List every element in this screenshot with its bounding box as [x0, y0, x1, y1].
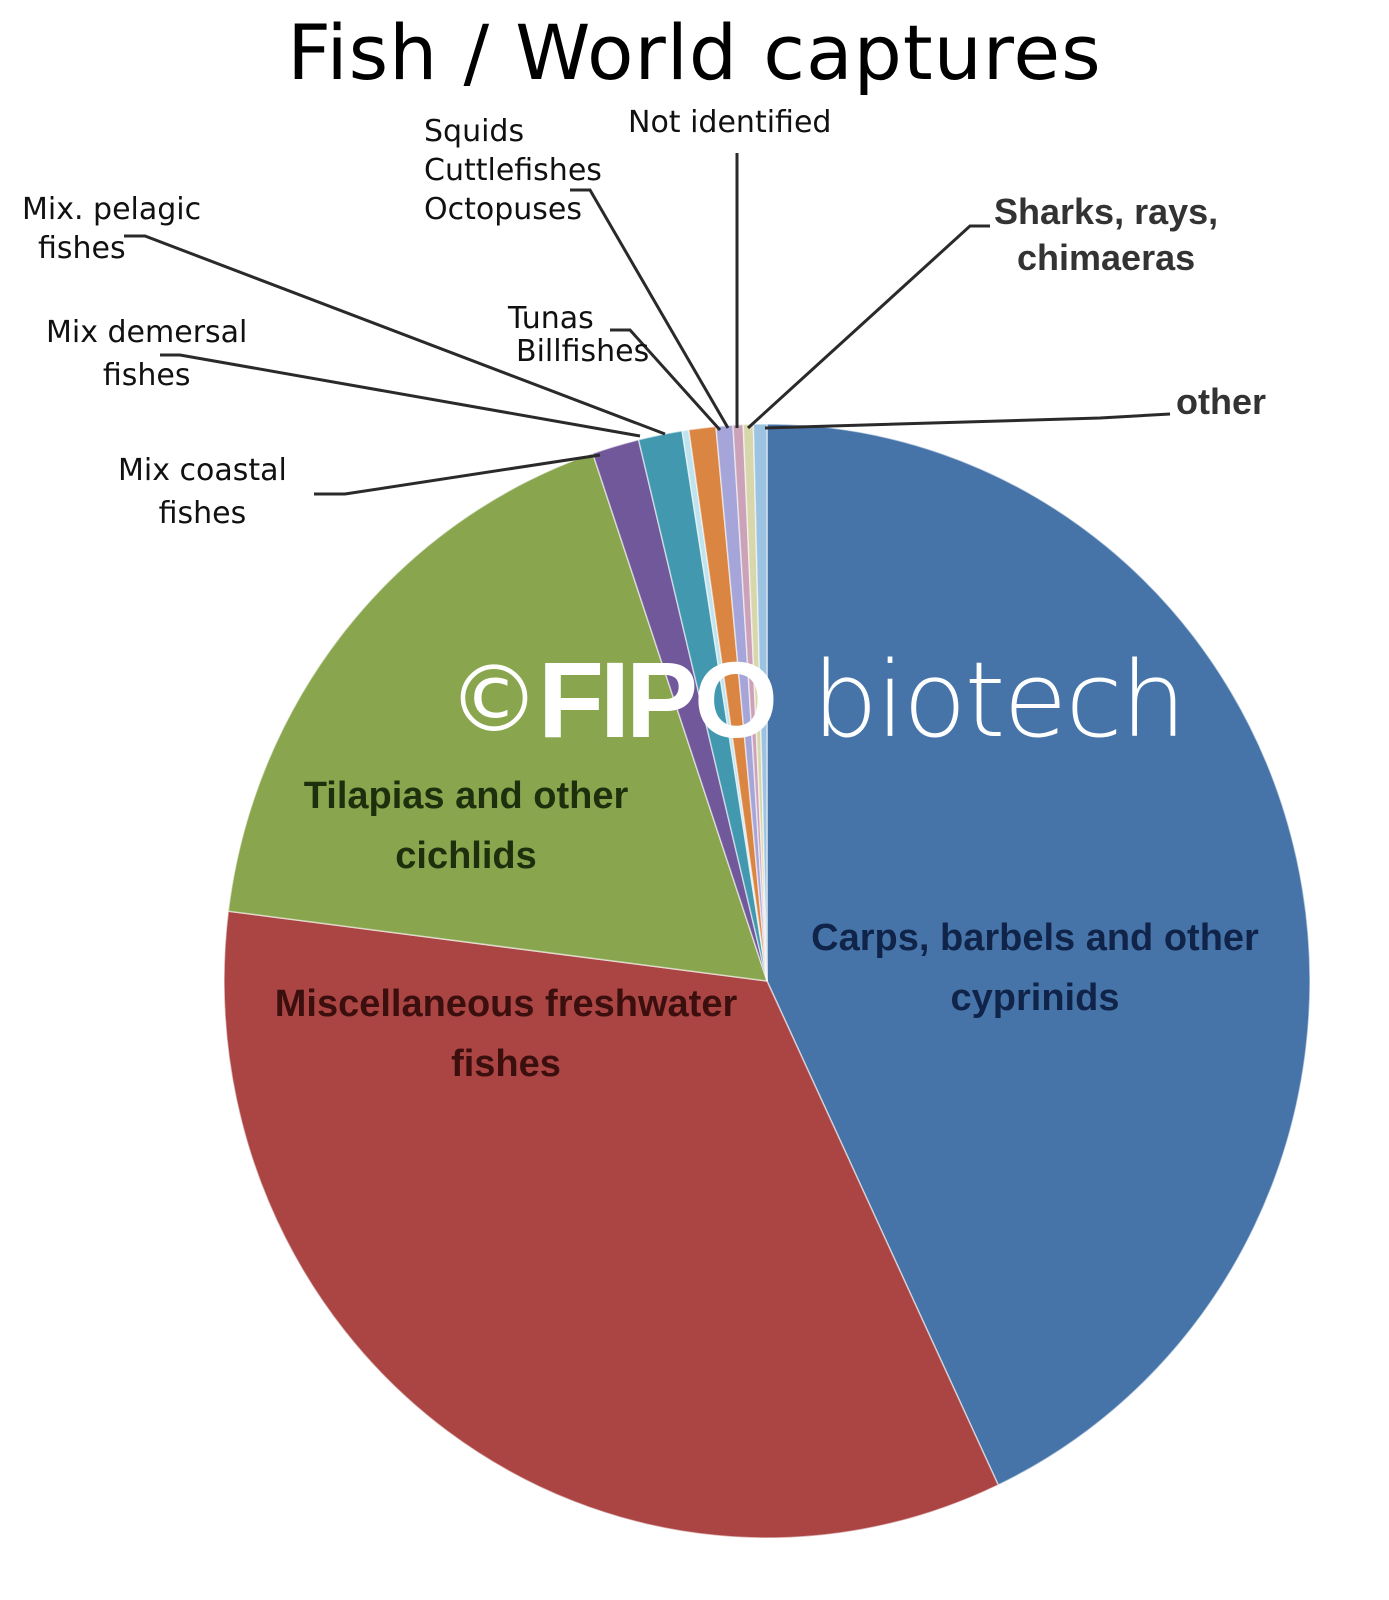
leader-mix-coastal [314, 453, 601, 496]
label-tunas: Tunas Billfishes [508, 301, 650, 369]
pie-slice [766, 423, 1311, 1486]
watermark: © FIPO biotech [448, 639, 1186, 761]
copyright-icon: © [448, 646, 540, 753]
label-squids: Squids Cuttlefishes Octopuses [424, 114, 602, 227]
leader-mix-demersal [160, 353, 641, 438]
label-tilapias: Tilapias and other cichlids [303, 775, 629, 877]
label-other: other [1176, 381, 1266, 422]
label-sharks: Sharks, rays, chimaeras [994, 191, 1219, 278]
leader-tunas [610, 328, 722, 432]
leader-other [764, 412, 1171, 430]
leader-sharks [746, 224, 990, 430]
label-mix-pelagic: Mix. pelagic fishes [22, 192, 202, 266]
pie-slice [223, 910, 1000, 1539]
leader-mix-pelagic [124, 234, 666, 436]
leader-squids [570, 188, 730, 429]
label-mix-coastal: Mix coastal fishes [118, 453, 287, 531]
label-not-identified: Not identified [628, 105, 832, 140]
watermark-brand: FIPO [538, 639, 778, 760]
leader-lines [124, 153, 1171, 496]
chart-title: Fish / World captures [287, 8, 1102, 97]
watermark-sub: biotech [812, 639, 1186, 761]
label-carps: Carps, barbels and other cyprinids [811, 917, 1259, 1019]
pie-slices [223, 423, 1311, 1539]
label-misc-freshwater: Miscellaneous freshwater fishes [274, 983, 738, 1085]
label-mix-demersal: Mix demersal fishes [46, 315, 248, 393]
pie-slice [227, 452, 769, 982]
